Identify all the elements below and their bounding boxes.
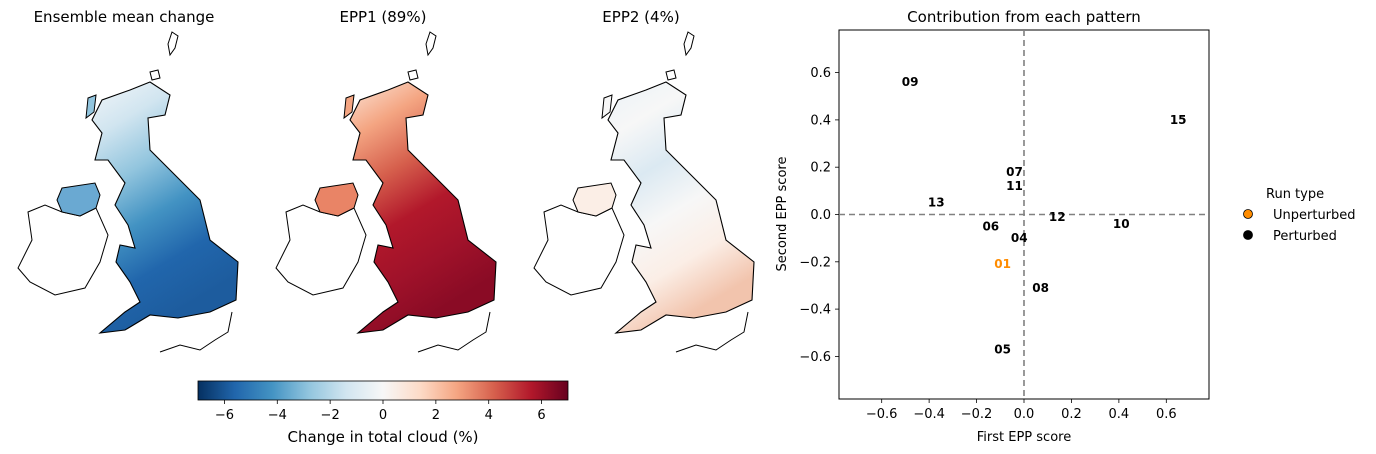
x-tick-label: 0.2 (1061, 407, 1082, 422)
map-panel-2: EPP1 (89%) (275, 8, 497, 353)
map-title: EPP2 (4%) (602, 8, 679, 26)
point-label-15: 15 (1170, 113, 1187, 127)
point-label-13: 13 (928, 196, 945, 210)
x-tick-label: −0.6 (866, 407, 898, 422)
ireland-outline (533, 204, 625, 296)
y-tick-label: −0.4 (799, 303, 831, 318)
orkney-outline (665, 69, 677, 81)
colorbar-ticks: −6 −4 −2 0 2 4 6 (215, 400, 546, 423)
shetland-outline (683, 31, 695, 57)
northern-ireland-region (314, 182, 359, 217)
hebrides-outline (85, 94, 97, 120)
point-label-05: 05 (994, 342, 1011, 356)
x-tick-label: 0.6 (1156, 407, 1177, 422)
france-coast (159, 311, 233, 353)
map-panel-3: EPP2 (4%) (533, 8, 755, 353)
colorbar-label: Change in total cloud (%) (287, 428, 478, 446)
x-tick-label: −0.4 (913, 407, 945, 422)
ireland-outline (275, 204, 367, 296)
x-tick-label: 0.4 (1109, 407, 1130, 422)
point-label-01: 01 (994, 257, 1011, 271)
northern-ireland-region (572, 182, 617, 217)
legend: Run type Unperturbed Perturbed (1243, 187, 1356, 244)
legend-label-perturbed: Perturbed (1273, 229, 1337, 244)
legend-label-unperturbed: Unperturbed (1273, 208, 1356, 223)
orkney-outline (407, 69, 419, 81)
colorbar-tick-label: 4 (485, 408, 493, 423)
point-label-07: 07 (1006, 165, 1023, 179)
legend-marker-unperturbed (1243, 209, 1253, 219)
y-tick-label: 0.6 (810, 66, 831, 81)
y-tick-label: 0.0 (810, 208, 831, 223)
legend-marker-perturbed (1243, 230, 1253, 240)
point-label-04: 04 (1011, 231, 1028, 245)
map-title: EPP1 (89%) (340, 8, 427, 26)
point-label-08: 08 (1032, 281, 1049, 295)
shetland-outline (167, 31, 179, 57)
point-label-06: 06 (982, 219, 999, 233)
ireland-outline (17, 204, 109, 296)
shetland-outline (425, 31, 437, 57)
scatter-title: Contribution from each pattern (907, 8, 1141, 26)
scatter-plot: Contribution from each pattern −0.6 −0.4−… (775, 8, 1210, 445)
y-axis-ticks: −0.6 −0.4 −0.2 0.0 0.2 0.4 0.6 (799, 66, 839, 365)
y-axis-label: Second EPP score (775, 157, 790, 272)
point-label-09: 09 (902, 75, 919, 89)
legend-title: Run type (1266, 187, 1324, 202)
great-britain-region (607, 81, 755, 334)
point-label-11: 11 (1006, 179, 1023, 193)
colorbar-gradient (197, 380, 569, 401)
y-tick-label: 0.4 (810, 113, 831, 128)
x-tick-label: −0.2 (961, 407, 993, 422)
colorbar-tick-label: −4 (268, 408, 287, 423)
x-tick-label: 0.0 (1014, 407, 1035, 422)
x-axis-label: First EPP score (977, 430, 1071, 445)
colorbar-tick-label: 6 (537, 408, 545, 423)
point-label-10: 10 (1113, 217, 1130, 231)
x-axis-ticks: −0.6 −0.4 −0.2 0.0 0.2 0.4 0.6 (866, 399, 1177, 422)
y-tick-label: −0.2 (799, 255, 831, 270)
hebrides-outline (343, 94, 355, 120)
northern-ireland-region (56, 182, 101, 217)
orkney-outline (149, 69, 161, 81)
y-tick-label: 0.2 (810, 161, 831, 176)
colorbar-tick-label: −2 (321, 408, 340, 423)
hebrides-outline (601, 94, 613, 120)
point-label-12: 12 (1049, 210, 1066, 224)
maps-group: Ensemble mean change EPP1 (89%) EPP2 (4%) (17, 8, 755, 353)
y-tick-label: −0.6 (799, 350, 831, 365)
map-title: Ensemble mean change (34, 8, 215, 26)
colorbar-tick-label: 0 (379, 408, 387, 423)
france-coast (417, 311, 491, 353)
map-panel-1: Ensemble mean change (17, 8, 239, 353)
colorbar-tick-label: −6 (215, 408, 234, 423)
colorbar-tick-label: 2 (432, 408, 440, 423)
colorbar: −6 −4 −2 0 2 4 6 Change in total cloud (%) (197, 380, 569, 446)
france-coast (675, 311, 749, 353)
great-britain-region (91, 81, 239, 334)
great-britain-region (349, 81, 497, 334)
